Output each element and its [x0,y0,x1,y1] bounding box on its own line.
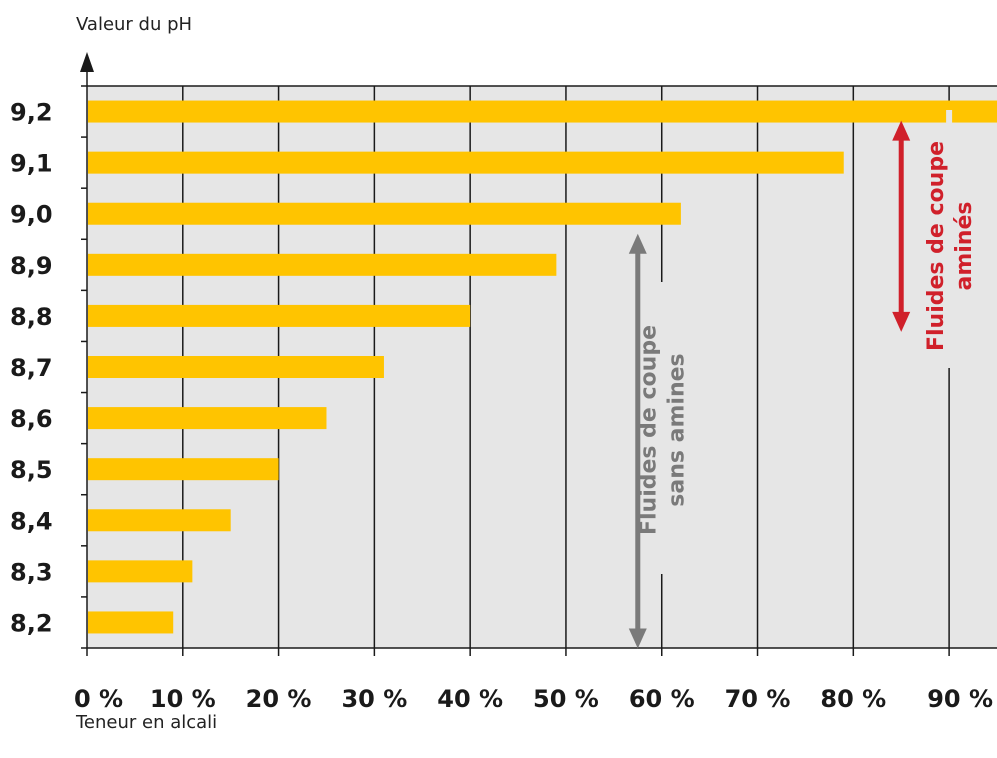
bar-8-2 [88,611,174,634]
y-tick-label: 9,2 [10,99,53,127]
x-tick-label: 30 % [341,685,407,713]
annotation-sans-amines-line2: sans amines [665,353,690,506]
x-tick-label: 60 % [629,685,695,713]
arrow-sans-amines [628,233,647,649]
arrow-sans-amines-head-bottom [628,628,647,649]
y-axis-label: Valeur du pH [76,14,192,35]
y-tick-labels: 8,2 8,3 8,4 8,5 8,6 8,7 8,8 8,9 9,0 9,1 9,2 [10,99,53,638]
axes [80,52,997,656]
x-tick-label: 40 % [437,685,503,713]
bar-9-2 [88,100,997,123]
bar-8-7 [88,356,384,378]
arrow-amines [892,120,911,332]
bar-8-5 [88,458,279,481]
grid-gap-60 [658,282,665,574]
y-axis-arrowhead [80,52,94,72]
x-tick-label: 50 % [533,685,599,713]
arrow-amines-head-top [892,120,911,141]
grid-gap-90 [946,110,953,368]
x-tick-label: 10 % [150,685,216,713]
y-tick-label: 8,3 [10,558,53,586]
annotation-sans-amines-line1: Fluides de coupe [637,325,662,535]
y-tick-label: 8,9 [10,252,53,280]
y-tick-label: 9,0 [10,201,53,229]
y-tick-label: 9,1 [10,150,53,178]
bar-8-8 [88,304,471,327]
x-tick-label: 80 % [820,685,886,713]
bar-8-9 [88,253,557,276]
arrow-amines-head-bottom [892,311,911,332]
x-tick-labels: 0 % 10 % 20 % 30 % 40 % 50 % 60 % 70 % 80 % 90 % [74,685,993,713]
x-tick-label: 70 % [725,685,791,713]
x-tick-label: 0 % [74,685,123,713]
bar-8-6 [88,407,327,430]
y-tick-label: 8,7 [10,354,53,382]
x-axis-label: Teneur en alcali [75,712,217,733]
annotation-amines-line1: Fluides de coupe [924,141,949,351]
bar-8-4 [88,509,231,532]
y-tick-label: 8,4 [10,507,53,535]
x-tick-label: 20 % [246,685,312,713]
arrow-sans-amines-head-top [628,233,647,254]
x-tick-label: 90 % [927,685,993,713]
y-tick-label: 8,5 [10,456,53,484]
bar-9-0 [88,202,681,225]
bar-8-3 [88,560,193,583]
y-tick-label: 8,2 [10,609,53,637]
annotation-amines-line2: aminés [952,201,977,290]
y-tick-label: 8,8 [10,303,53,331]
bars [88,100,997,634]
y-tick-label: 8,6 [10,405,53,433]
bar-9-1 [88,151,844,174]
